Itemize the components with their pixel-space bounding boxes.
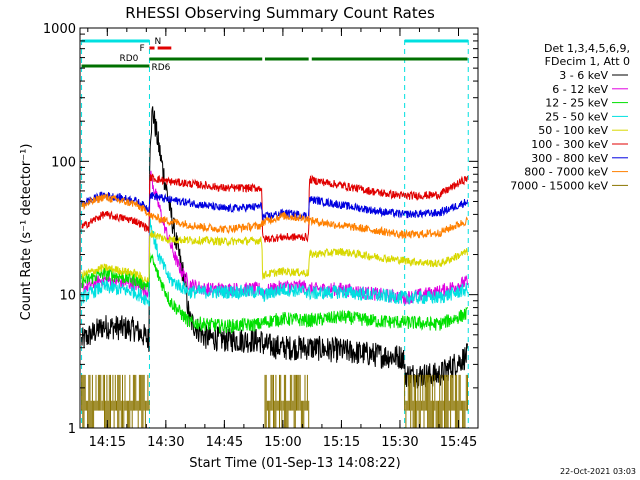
x-tick-label: 15:45: [440, 435, 477, 450]
rd6-flag-label: RD6: [151, 63, 170, 73]
x-axis-label: Start Time (01-Sep-13 14:08:22): [189, 456, 400, 471]
series-100-300kev: [81, 173, 468, 243]
legend-header: Det 1,3,4,5,6,9,: [544, 42, 630, 55]
series-line: [81, 173, 468, 243]
x-tick-label: 14:45: [206, 435, 243, 450]
series-line: [81, 218, 468, 307]
plot-frame: [79, 27, 479, 429]
y-tick-label: 1000: [43, 22, 76, 37]
series-band-segment: [264, 374, 310, 428]
x-tick-label: 14:30: [147, 435, 184, 450]
series-800-7000kev: [81, 192, 468, 239]
series-band-segment: [81, 374, 150, 428]
series-line: [81, 192, 468, 239]
series-12-25kev: [81, 252, 468, 335]
legend-entry-label: 25 - 50 keV: [545, 110, 608, 123]
flare-flag-label: F: [139, 44, 144, 54]
x-tick-label: 15:30: [381, 435, 418, 450]
legend-entry-label: 12 - 25 keV: [545, 97, 608, 110]
series-7000-15000kev: [81, 374, 468, 428]
series-line: [81, 230, 468, 284]
series-line: [81, 106, 468, 389]
y-tick-label: 100: [51, 155, 76, 170]
footer-date: 22-Oct-2021 03:03: [560, 467, 636, 476]
legend-entry-label: 800 - 7000 keV: [524, 166, 608, 179]
legend-header: FDecim 1, Att 0: [545, 55, 630, 68]
x-tick-label: 15:15: [323, 435, 360, 450]
chart-title: RHESSI Observing Summary Count Rates: [125, 4, 435, 22]
y-axis-label: Count Rate (s⁻¹ detector⁻¹): [19, 144, 34, 321]
legend-entry-label: 7000 - 15000 keV: [510, 179, 608, 192]
series-line: [81, 252, 468, 335]
night-flag-label: N: [154, 37, 161, 47]
y-tick-label: 10: [59, 289, 76, 304]
series-3-6kev: [81, 106, 468, 389]
legend: Det 1,3,4,5,6,9,FDecim 1, Att 03 - 6 keV…: [510, 42, 630, 192]
series-band-segment: [404, 374, 468, 428]
series-25-50kev: [81, 218, 468, 307]
series-50-100kev: [81, 230, 468, 284]
legend-entry-label: 100 - 300 keV: [531, 138, 608, 151]
y-tick-label: 1: [68, 422, 76, 437]
legend-entry-label: 3 - 6 keV: [559, 69, 608, 82]
legend-entry-label: 300 - 800 keV: [531, 152, 608, 165]
rd0-flag-label: RD0: [119, 54, 138, 64]
x-tick-label: 14:15: [89, 435, 126, 450]
x-tick-label: 15:00: [264, 435, 301, 450]
legend-entry-label: 6 - 12 keV: [552, 83, 608, 96]
legend-entry-label: 50 - 100 keV: [538, 124, 608, 137]
